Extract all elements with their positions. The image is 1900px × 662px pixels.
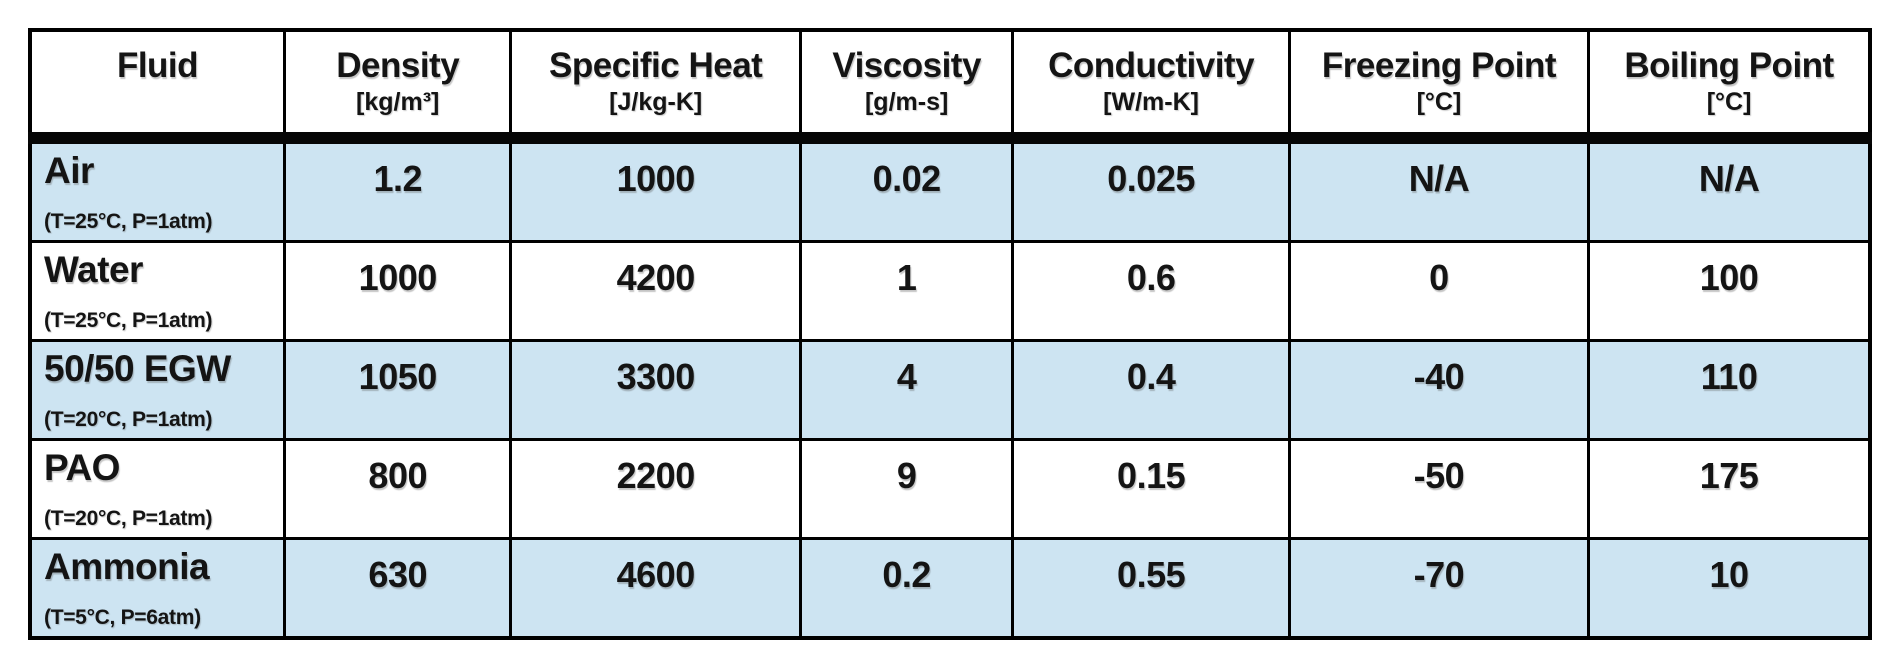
cell-density: 1000 <box>282 240 513 342</box>
cell-specific-heat: 1000 <box>509 136 802 243</box>
fluid-name-cell: 50/50 EGW (T=20°C, P=1atm) <box>28 339 286 441</box>
fluid-properties-table: Fluid Density [kg/m³] Specific Heat [J/k… <box>28 28 1872 640</box>
header-label: Viscosity <box>832 45 981 85</box>
cell-boiling-point: 10 <box>1587 537 1872 640</box>
header-label: Specific Heat <box>549 45 763 85</box>
cell-specific-heat: 2200 <box>509 438 802 540</box>
cell-freezing-point: -50 <box>1287 438 1591 540</box>
cell-freezing-point: -70 <box>1287 537 1591 640</box>
row-air: Air (T=25°C, P=1atm) 1.2 1000 0.02 0.025… <box>28 136 1872 243</box>
header-label: Fluid <box>116 45 199 85</box>
header-unit: [J/kg-K] <box>609 88 703 117</box>
cell-specific-heat: 3300 <box>509 339 802 441</box>
cell-freezing-point: 0 <box>1287 240 1591 342</box>
fluid-name: Water <box>44 249 143 290</box>
fluid-name: 50/50 EGW <box>44 348 231 389</box>
cell-specific-heat: 4600 <box>509 537 802 640</box>
fluid-conditions: (T=25°C, P=1atm) <box>44 210 213 233</box>
column-header-specific-heat: Specific Heat [J/kg-K] <box>509 28 802 144</box>
cell-viscosity: 0.2 <box>798 537 1015 640</box>
fluid-conditions: (T=25°C, P=1atm) <box>44 309 213 332</box>
cell-boiling-point: N/A <box>1587 136 1872 243</box>
column-header-fluid: Fluid <box>28 28 286 144</box>
row-pao: PAO (T=20°C, P=1atm) 800 2200 9 0.15 -50… <box>28 438 1872 540</box>
table-header: Fluid Density [kg/m³] Specific Heat [J/k… <box>28 28 1872 144</box>
cell-density: 1050 <box>282 339 513 441</box>
header-unit: [kg/m³] <box>356 88 440 117</box>
cell-boiling-point: 100 <box>1587 240 1872 342</box>
column-header-viscosity: Viscosity [g/m-s] <box>798 28 1015 144</box>
cell-conductivity: 0.55 <box>1011 537 1291 640</box>
fluid-name-cell: Air (T=25°C, P=1atm) <box>28 136 286 243</box>
cell-boiling-point: 175 <box>1587 438 1872 540</box>
row-ammonia: Ammonia (T=5°C, P=6atm) 630 4600 0.2 0.5… <box>28 537 1872 640</box>
header-unit: [°C] <box>1416 88 1462 117</box>
header-unit <box>33 86 281 118</box>
cell-boiling-point: 110 <box>1587 339 1872 441</box>
fluid-name: Air <box>44 150 94 191</box>
cell-density: 800 <box>282 438 513 540</box>
fluid-name-cell: PAO (T=20°C, P=1atm) <box>28 438 286 540</box>
fluid-conditions: (T=20°C, P=1atm) <box>44 507 213 530</box>
fluid-conditions: (T=5°C, P=6atm) <box>44 606 201 629</box>
cell-conductivity: 0.025 <box>1011 136 1291 243</box>
header-label: Boiling Point <box>1624 45 1834 85</box>
header-label: Conductivity <box>1048 45 1255 85</box>
header-unit: [°C] <box>1706 88 1752 117</box>
column-header-boiling-point: Boiling Point [°C] <box>1587 28 1872 144</box>
column-header-freezing-point: Freezing Point [°C] <box>1287 28 1591 144</box>
column-header-density: Density [kg/m³] <box>282 28 513 144</box>
fluid-name: PAO <box>44 447 120 488</box>
cell-specific-heat: 4200 <box>509 240 802 342</box>
fluid-conditions: (T=20°C, P=1atm) <box>44 408 213 431</box>
column-header-conductivity: Conductivity [W/m-K] <box>1011 28 1291 144</box>
cell-viscosity: 1 <box>798 240 1015 342</box>
row-5050-egw: 50/50 EGW (T=20°C, P=1atm) 1050 3300 4 0… <box>28 339 1872 441</box>
header-label: Freezing Point <box>1321 45 1557 85</box>
cell-viscosity: 4 <box>798 339 1015 441</box>
table-body: Air (T=25°C, P=1atm) 1.2 1000 0.02 0.025… <box>28 136 1872 640</box>
header-unit: [g/m-s] <box>864 88 949 117</box>
header-unit: [W/m-K] <box>1103 88 1199 117</box>
cell-conductivity: 0.6 <box>1011 240 1291 342</box>
cell-viscosity: 0.02 <box>798 136 1015 243</box>
cell-freezing-point: -40 <box>1287 339 1591 441</box>
cell-conductivity: 0.15 <box>1011 438 1291 540</box>
cell-viscosity: 9 <box>798 438 1015 540</box>
header-row: Fluid Density [kg/m³] Specific Heat [J/k… <box>28 28 1872 144</box>
header-label: Density <box>336 45 460 85</box>
cell-conductivity: 0.4 <box>1011 339 1291 441</box>
cell-density: 1.2 <box>282 136 513 243</box>
fluid-properties-table-container: Fluid Density [kg/m³] Specific Heat [J/k… <box>28 28 1872 640</box>
cell-freezing-point: N/A <box>1287 136 1591 243</box>
fluid-name-cell: Ammonia (T=5°C, P=6atm) <box>28 537 286 640</box>
fluid-name-cell: Water (T=25°C, P=1atm) <box>28 240 286 342</box>
row-water: Water (T=25°C, P=1atm) 1000 4200 1 0.6 0… <box>28 240 1872 342</box>
fluid-name: Ammonia <box>44 546 210 587</box>
cell-density: 630 <box>282 537 513 640</box>
